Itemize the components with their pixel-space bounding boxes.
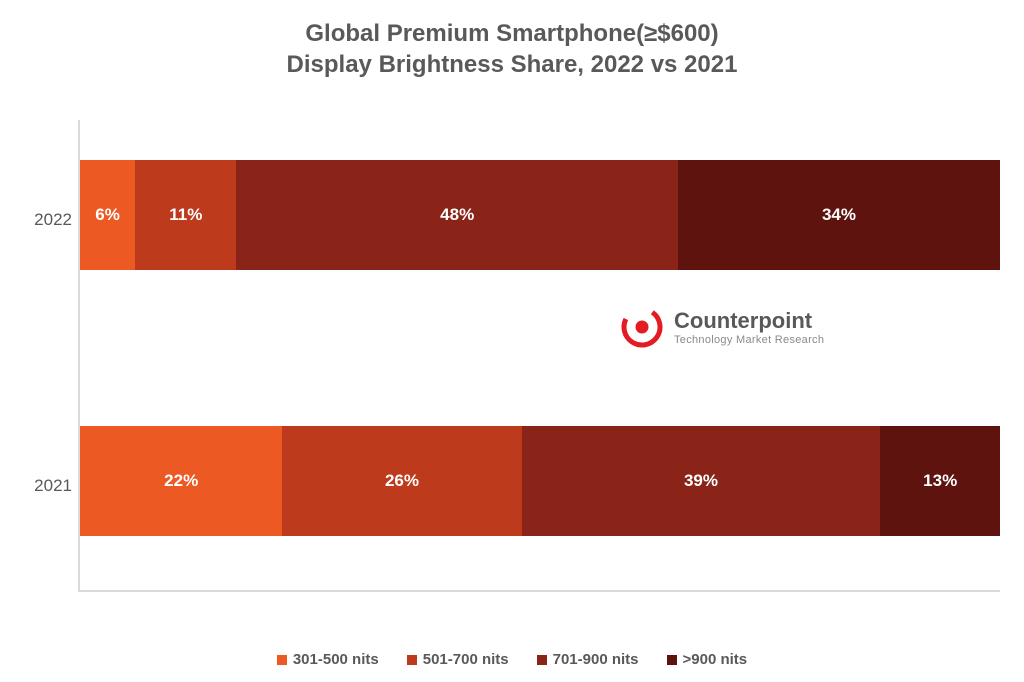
bar-segment: 13% [880, 426, 1000, 536]
counterpoint-logo-icon [620, 305, 664, 349]
chart-container: Global Premium Smartphone(≥$600) Display… [0, 0, 1024, 682]
counterpoint-logo: Counterpoint Technology Market Research [620, 305, 824, 349]
logo-name: Counterpoint [674, 308, 824, 334]
legend-swatch [537, 655, 547, 665]
bar-segment: 34% [678, 160, 1000, 270]
legend-swatch [667, 655, 677, 665]
legend-label: 701-900 nits [553, 651, 639, 668]
legend-label: >900 nits [683, 651, 748, 668]
category-label-2022: 2022 [12, 210, 72, 230]
legend-label: 501-700 nits [423, 651, 509, 668]
counterpoint-logo-text: Counterpoint Technology Market Research [674, 308, 824, 346]
chart-title-line2: Display Brightness Share, 2022 vs 2021 [0, 49, 1024, 80]
legend-swatch [407, 655, 417, 665]
chart-title: Global Premium Smartphone(≥$600) Display… [0, 0, 1024, 80]
bar-segment: 26% [282, 426, 521, 536]
legend-label: 301-500 nits [293, 651, 379, 668]
legend-item: >900 nits [667, 651, 748, 668]
bar-segment: 22% [80, 426, 282, 536]
bar-segment: 6% [80, 160, 135, 270]
logo-subtitle: Technology Market Research [674, 334, 824, 346]
legend-item: 301-500 nits [277, 651, 379, 668]
plot-area: 6%11%48%34% 22%26%39%13% [78, 120, 1000, 592]
bar-segment: 11% [135, 160, 236, 270]
chart-title-line1: Global Premium Smartphone(≥$600) [0, 18, 1024, 49]
bar-segment: 39% [522, 426, 881, 536]
legend-item: 701-900 nits [537, 651, 639, 668]
legend-swatch [277, 655, 287, 665]
category-label-2021: 2021 [12, 476, 72, 496]
bar-row-2021: 22%26%39%13% [80, 426, 1000, 536]
bar-segment: 48% [236, 160, 678, 270]
bar-row-2022: 6%11%48%34% [80, 160, 1000, 270]
legend-item: 501-700 nits [407, 651, 509, 668]
legend: 301-500 nits 501-700 nits 701-900 nits >900… [0, 651, 1024, 668]
